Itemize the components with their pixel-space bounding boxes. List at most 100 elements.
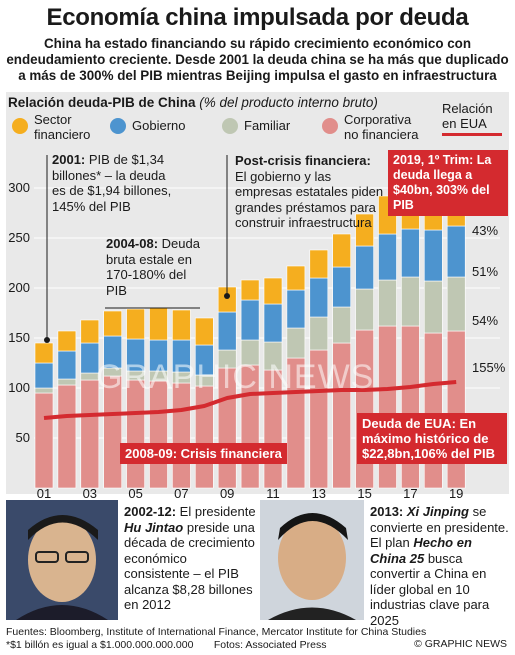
caption-right-text1: se convierte en presidente. El plan (370, 504, 509, 550)
footer-sources: Fuentes: Bloomberg, Institute of Interna… (6, 626, 427, 638)
footer-photos: Fotos: Associated Press (213, 638, 327, 651)
bar-segment-household (286, 327, 306, 359)
bar-segment-government (355, 245, 374, 290)
legend-label-financial: Sector financiero (34, 112, 91, 142)
annotation-post-crisis: Post-crisis financiera: El gobierno y la… (235, 153, 385, 231)
right-share-label: 51% (472, 264, 498, 279)
caption-right-text2: busca convertir a China en líder global … (370, 550, 490, 628)
chart-us-line (43, 380, 457, 420)
y-tick-label: 300 (8, 180, 30, 195)
bar-segment-financial (286, 265, 306, 291)
annotation-leaders (44, 155, 230, 343)
annotation-2001: 2001: PIB de $1,34 billones* – la deuda … (52, 152, 182, 214)
caption-left-bold: 2002-12: (124, 504, 177, 519)
caption-left-text1: El presidente (179, 504, 256, 519)
bar-segment-corporate (57, 384, 77, 489)
bar-segment-financial (80, 319, 100, 344)
legend-swatch-household (222, 118, 238, 134)
bar-segment-corporate (423, 332, 443, 489)
y-tick-label: 50 (16, 430, 30, 445)
bar-segment-corporate (34, 392, 54, 489)
x-tick-label: 13 (312, 486, 326, 501)
y-tick-label: 200 (8, 280, 30, 295)
bar-segment-household (309, 316, 329, 351)
bar-segment-government (217, 311, 237, 351)
bar-segment-government (378, 233, 397, 281)
bar-segment-financial (240, 279, 260, 301)
footer: Fuentes: Bloomberg, Institute of Interna… (6, 626, 426, 651)
right-share-label: 155% (472, 360, 506, 375)
annotation-2001-bold: 2001: (52, 152, 86, 167)
x-tick-label: 05 (128, 486, 142, 501)
bar-segment-household (446, 276, 466, 332)
bar-segment-financial (126, 308, 145, 340)
us-ratio-line (43, 380, 457, 420)
xi-jinping-photo (260, 500, 364, 620)
chart-heading-main: Relación deuda-PIB de China (8, 95, 196, 110)
bar-segment-household (355, 288, 374, 331)
annotation-2004-bold: 2004-08: (106, 236, 159, 251)
bar-segment-government (401, 228, 420, 278)
bar-segment-corporate (195, 385, 214, 489)
annotation-2001-text: PIB de $1,34 billones* – la deuda es de … (52, 152, 172, 214)
xi-jinping-portrait (260, 500, 364, 620)
annotation-post-bold: Post-crisis financiera: (235, 153, 371, 168)
caption-left-text2: preside una década de crecimiento económ… (124, 519, 255, 613)
chart-x-ticks: 01 03 05 07 09 11 13 15 17 19 (37, 486, 464, 501)
bar-segment-financial (103, 310, 122, 337)
hu-jintao-portrait (6, 500, 118, 620)
caption-left-name: Hu Jintao (124, 519, 184, 535)
bar-segment-government (57, 350, 77, 380)
footer-note: *$1 billón es igual a $1.000.000.000.000 (6, 638, 194, 651)
annotation-crisis: 2008-09: Crisis financiera (120, 443, 287, 464)
caption-right-bold: 2013: (370, 504, 404, 519)
bar-segment-financial (57, 330, 77, 352)
bar-segment-government (423, 229, 443, 282)
xi-jinping-caption: 2013: Xi Jinping se convierte en preside… (370, 504, 510, 628)
legend-label-us-ratio: Relación en EUA (442, 101, 493, 131)
y-tick-label: 150 (8, 330, 30, 345)
legend-label-government: Gobierno (132, 118, 186, 133)
annotation-post-text: El gobierno y las empresas estatales pid… (235, 168, 384, 231)
chart-right-labels: 43% 51% 54% 155% (472, 223, 506, 375)
caption-right-plan: Hecho en China 25 (370, 535, 472, 566)
bar-segment-financial (172, 309, 191, 341)
bar-segment-government (34, 362, 54, 389)
leader-dot-2001 (44, 337, 50, 343)
x-tick-label: 09 (220, 486, 234, 501)
footer-brand: © GRAPHIC NEWS (414, 638, 507, 650)
annotation-q1-2019: 2019, 1º Trim: La deuda llega a $40bn, 3… (388, 150, 508, 216)
bar-segment-government (240, 299, 260, 341)
chart-heading: Relación deuda-PIB de China (% del produ… (8, 95, 378, 110)
chart-heading-unit: (% del producto interno bruto) (199, 95, 378, 110)
legend-swatch-government (110, 118, 126, 134)
bar-segment-household (401, 276, 420, 327)
x-tick-label: 01 (37, 486, 51, 501)
bar-segment-corporate (149, 380, 168, 489)
bar-segment-household (57, 378, 77, 386)
hu-jintao-photo (6, 500, 118, 620)
y-tick-label: 250 (8, 230, 30, 245)
bar-segment-financial (309, 249, 329, 279)
bar-segment-government (263, 303, 283, 343)
legend-line-us-ratio (442, 133, 502, 136)
bar-segment-government (446, 225, 466, 278)
right-share-label: 43% (472, 223, 498, 238)
y-tick-label: 100 (8, 380, 30, 395)
bar-segment-financial (195, 317, 214, 346)
x-tick-label: 03 (83, 486, 97, 501)
bar-segment-government (286, 289, 306, 329)
bar-segment-household (423, 280, 443, 334)
caption-right-name: Xi Jinping (406, 504, 469, 519)
x-tick-label: 15 (357, 486, 371, 501)
bar-segment-financial (34, 342, 54, 364)
bar-segment-household (34, 387, 54, 394)
x-tick-label: 17 (403, 486, 417, 501)
legend-label-household: Familiar (244, 118, 291, 133)
leader-dot-post-crisis (224, 293, 230, 299)
legend-swatch-corporate (322, 118, 338, 134)
bar-segment-financial (332, 233, 352, 268)
chart-y-ticks: 50 100 150 200 250 300 (8, 180, 30, 445)
x-tick-label: 19 (449, 486, 463, 501)
